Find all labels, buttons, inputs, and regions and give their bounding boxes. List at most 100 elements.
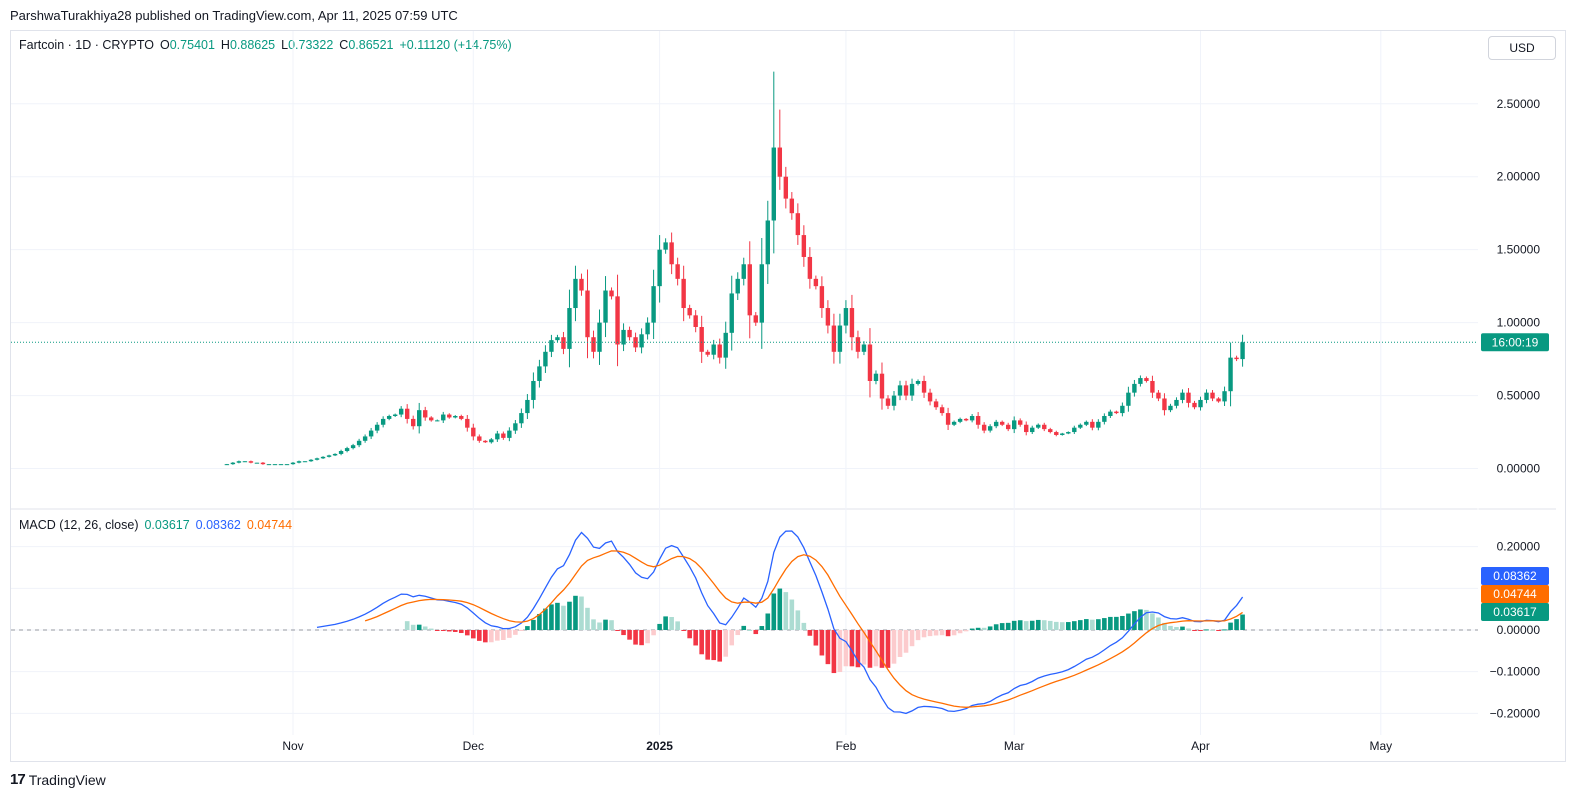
candle-body [380,418,386,425]
macd-histogram-bar [837,630,843,673]
candle-body [597,322,602,352]
candle-body [783,176,789,199]
candle-body [398,408,404,415]
candle-body [603,290,608,323]
macd-histogram-bar [645,630,650,644]
candle-body [404,408,410,419]
macd-histogram-bar [921,630,927,638]
macd-histogram-bar [1186,628,1191,630]
candle-body [681,278,686,309]
candle-body [1012,420,1017,430]
macd-histogram-bar [495,630,500,641]
candle-body [1024,424,1029,433]
macd-signal-value: 0.04744 [246,518,293,532]
currency-button[interactable]: USD [1488,36,1556,60]
candle-body [723,332,728,358]
macd-histogram-bar [579,596,584,630]
candle-body [495,433,500,440]
candle-body [1228,357,1233,392]
macd-line [316,530,1244,715]
chart-frame[interactable] [10,30,1566,762]
candle-body [801,235,807,257]
candle-body [567,308,572,349]
candle-body [687,308,692,316]
macd-histogram-bar [1017,620,1023,630]
open-label: O [160,38,170,52]
macd-histogram-bar [879,630,885,668]
macd-histogram-bar [885,630,891,668]
candle-body [477,436,482,441]
candle-body [1060,433,1065,435]
candle-body [861,344,867,352]
candle-body [663,242,668,250]
macd-hist-badge [1481,603,1549,621]
candle-body [248,461,254,463]
macd-histogram-bar [416,624,422,630]
macd-histogram-bar [963,630,969,632]
candle-body [1198,399,1203,408]
candle-body [362,436,368,441]
macd-histogram-bar [1192,630,1197,631]
candle-body [284,464,290,466]
candle-body [1138,378,1143,384]
macd-histogram-bar [477,630,482,641]
macd-histogram-bar [891,630,897,664]
macd-histogram-bar [507,630,512,638]
macd-histogram-bar [819,630,825,656]
macd-histogram-bar [861,630,867,665]
candle-body [1192,402,1197,408]
open-value: 0.75401 [169,38,215,52]
macd-histogram-bar [867,630,873,668]
macd-histogram-bar [717,630,723,662]
macd-title[interactable]: MACD (12, 26, close) [19,518,139,532]
candle-body [1072,427,1077,433]
candle-body [873,373,879,381]
macd-histogram-bar [452,630,458,632]
macd-histogram-bar [603,619,608,630]
price-tick-label: 0.00000 [1497,462,1541,476]
candle-body [260,462,266,465]
macd-histogram-bar [531,619,536,630]
macd-histogram-bar [597,622,602,630]
macd-histogram-bar [585,607,590,630]
high-label: H [220,38,230,52]
macd-histogram-bar [771,593,777,630]
macd-histogram-bar [897,630,903,657]
candle-body [230,462,236,465]
macd-hist-badge-label: 0.03617 [1493,605,1537,619]
macd-histogram-bar [939,630,945,636]
candle-body [903,385,909,396]
macd-histogram-bar [615,630,620,631]
macd-histogram-bar [933,630,939,636]
macd-histogram-bar [483,630,488,643]
macd-histogram-bar [699,630,704,655]
candle-body [927,392,933,402]
macd-histogram-bar [1198,630,1203,631]
candle-body [747,264,752,316]
candle-body [753,315,758,323]
signal-line [364,550,1243,708]
symbol-title[interactable]: Fartcoin · 1D · CRYPTO [19,38,154,52]
macd-histogram-bar [759,626,765,630]
macd-histogram-bar [1041,620,1047,630]
price-tick-label: 2.50000 [1497,97,1541,111]
price-tick-label: 0.50000 [1497,389,1541,403]
candle-body [519,413,524,424]
macd-tick-label: 0.00000 [1497,623,1541,637]
candle-body [825,308,831,326]
macd-histogram-bar [639,630,644,646]
macd-histogram-bar [561,605,566,630]
tradingview-footer[interactable]: 17 TradingView [10,771,106,788]
candle-body [254,462,260,464]
macd-histogram-bar [909,630,915,647]
macd-histogram-bar [1138,609,1143,630]
macd-histogram-bar [681,630,686,631]
macd-histogram-bar [1120,615,1125,630]
macd-histogram-bar [765,613,771,630]
macd-histogram-bar [1234,619,1239,630]
macd-histogram-bar [807,630,813,636]
macd-histogram-bar [621,630,626,636]
candle-body [326,455,332,457]
macd-histogram-bar [464,630,470,636]
